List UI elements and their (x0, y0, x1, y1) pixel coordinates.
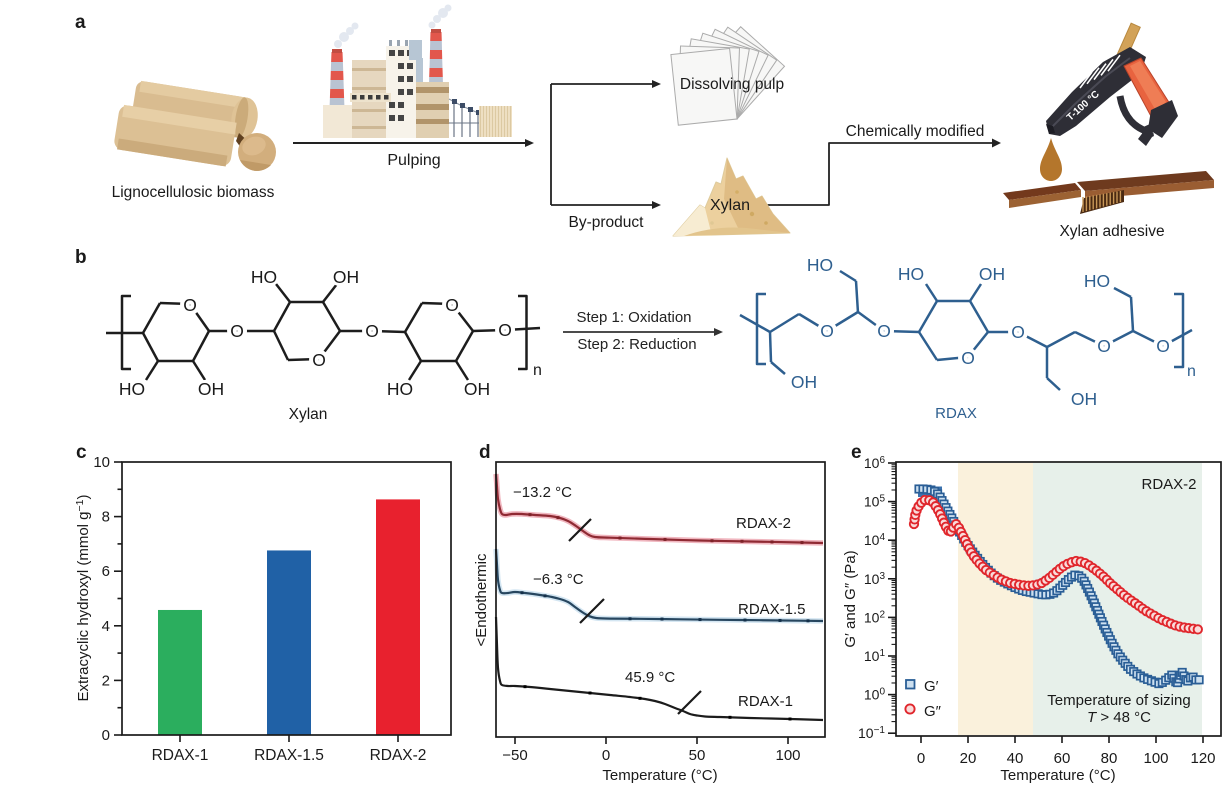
svg-text:O: O (230, 321, 244, 341)
svg-text:Chemically modified: Chemically modified (846, 123, 985, 140)
svg-text:OH: OH (333, 267, 359, 287)
svg-text:6: 6 (102, 563, 110, 580)
svg-text:50: 50 (689, 747, 706, 764)
svg-text:d: d (479, 442, 491, 463)
svg-text:RDAX-1.5: RDAX-1.5 (738, 601, 806, 618)
svg-text:By-product: By-product (569, 214, 645, 231)
svg-text:OH: OH (791, 372, 817, 392)
svg-text:O: O (365, 321, 379, 341)
svg-text:2: 2 (102, 672, 110, 689)
svg-text:Temperature of sizing: Temperature of sizing (1047, 692, 1190, 709)
svg-text:0: 0 (102, 727, 110, 744)
svg-text:Extracyclic hydroxyl (mmol g−1: Extracyclic hydroxyl (mmol g−1) (74, 494, 92, 701)
svg-text:0: 0 (917, 750, 925, 767)
svg-text:HO: HO (807, 255, 833, 275)
svg-text:HO: HO (1084, 271, 1110, 291)
svg-text:RDAX-2: RDAX-2 (1141, 476, 1196, 493)
svg-text:G″: G″ (924, 703, 942, 720)
svg-text:OH: OH (979, 264, 1005, 284)
svg-text:60: 60 (1054, 750, 1071, 767)
svg-text:Step 2: Reduction: Step 2: Reduction (577, 336, 696, 353)
svg-text:<Endothermic: <Endothermic (473, 553, 490, 646)
svg-text:4: 4 (102, 618, 110, 635)
svg-text:Pulping: Pulping (387, 152, 440, 169)
svg-text:e: e (851, 442, 862, 463)
svg-text:OH: OH (464, 379, 490, 399)
svg-text:Temperature (°C): Temperature (°C) (1000, 767, 1115, 784)
svg-text:100: 100 (1143, 750, 1168, 767)
svg-text:100: 100 (775, 747, 800, 764)
svg-text:Xylan: Xylan (710, 197, 750, 214)
svg-text:O: O (820, 321, 834, 341)
svg-text:HO: HO (387, 379, 413, 399)
svg-text:−50: −50 (502, 747, 527, 764)
svg-text:Xylan adhesive: Xylan adhesive (1059, 223, 1164, 240)
svg-text:O: O (445, 295, 459, 315)
svg-text:120: 120 (1190, 750, 1215, 767)
svg-text:Xylan: Xylan (289, 406, 328, 423)
svg-text:O: O (877, 321, 891, 341)
svg-text:O: O (498, 320, 512, 340)
svg-text:80: 80 (1101, 750, 1118, 767)
svg-text:OH: OH (1071, 389, 1097, 409)
svg-text:c: c (76, 442, 87, 463)
svg-text:RDAX: RDAX (935, 405, 977, 422)
svg-text:Dissolving pulp: Dissolving pulp (680, 76, 784, 93)
svg-text:RDAX-1: RDAX-1 (738, 693, 793, 710)
svg-text:O: O (183, 295, 197, 315)
svg-text:Step 1: Oxidation: Step 1: Oxidation (576, 309, 691, 326)
svg-text:G′ and G″ (Pa): G′ and G″ (Pa) (842, 550, 859, 647)
svg-text:RDAX-1.5: RDAX-1.5 (254, 747, 324, 764)
svg-text:0: 0 (602, 747, 610, 764)
svg-text:n: n (1187, 363, 1196, 380)
svg-text:Lignocellulosic biomass: Lignocellulosic biomass (112, 184, 275, 201)
svg-text:45.9 °C: 45.9 °C (625, 669, 675, 686)
svg-text:40: 40 (1007, 750, 1024, 767)
svg-text:−13.2 °C: −13.2 °C (513, 484, 572, 501)
svg-text:Temperature (°C): Temperature (°C) (602, 767, 717, 784)
svg-text:O: O (1156, 336, 1170, 356)
svg-text:HO: HO (898, 264, 924, 284)
svg-text:O: O (1097, 336, 1111, 356)
svg-text:T > 48 °C: T > 48 °C (1087, 709, 1151, 726)
svg-text:G′: G′ (924, 678, 939, 695)
svg-text:a: a (75, 12, 86, 33)
svg-text:RDAX-2: RDAX-2 (736, 515, 791, 532)
svg-text:8: 8 (102, 509, 110, 526)
svg-text:−6.3 °C: −6.3 °C (533, 571, 584, 588)
svg-text:HO: HO (251, 267, 277, 287)
svg-text:10: 10 (93, 454, 110, 471)
svg-text:HO: HO (119, 379, 145, 399)
svg-text:O: O (1011, 322, 1025, 342)
svg-text:O: O (961, 348, 975, 368)
svg-text:RDAX-1: RDAX-1 (152, 747, 209, 764)
svg-text:OH: OH (198, 379, 224, 399)
svg-text:RDAX-2: RDAX-2 (370, 747, 427, 764)
svg-text:O: O (312, 350, 326, 370)
svg-text:b: b (75, 247, 87, 268)
svg-text:n: n (533, 362, 542, 379)
svg-text:20: 20 (960, 750, 977, 767)
